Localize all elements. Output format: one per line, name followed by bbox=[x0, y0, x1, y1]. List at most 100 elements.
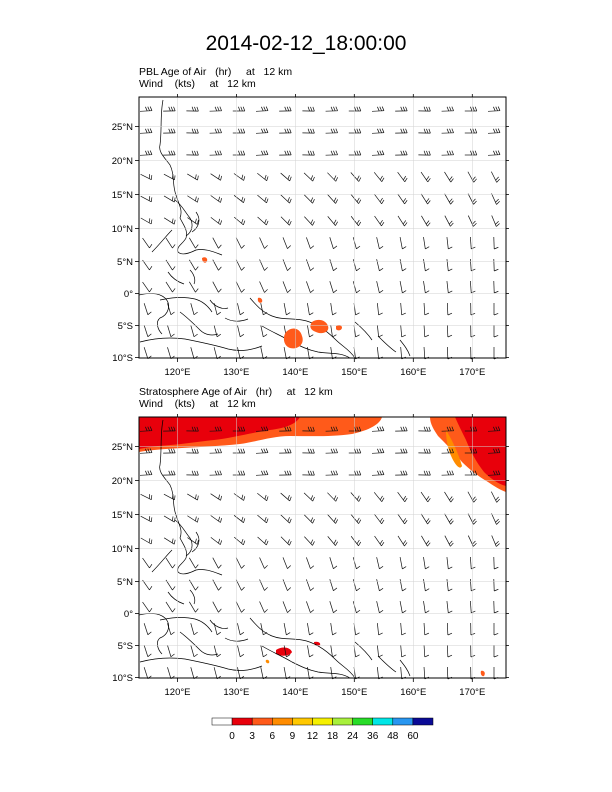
wind-barb bbox=[348, 150, 362, 156]
wind-barb bbox=[163, 128, 176, 134]
wind-barb bbox=[209, 128, 222, 134]
wind-barb bbox=[303, 172, 315, 182]
colorbar-segment bbox=[392, 717, 414, 726]
wind-barb bbox=[470, 258, 476, 272]
wind-barb bbox=[327, 514, 338, 524]
wind-barb bbox=[444, 215, 454, 227]
wind-barb bbox=[446, 258, 453, 272]
wind-barb bbox=[190, 303, 198, 316]
lon-tick-label: 160°E bbox=[400, 687, 426, 698]
wind-barb bbox=[470, 302, 476, 316]
wind-barb bbox=[352, 281, 361, 294]
lat-tick-label: 10°N bbox=[112, 544, 133, 555]
wind-barb bbox=[377, 346, 383, 360]
lon-tick-label: 170°E bbox=[459, 367, 485, 378]
wind-barb bbox=[493, 600, 499, 614]
wind-barb bbox=[352, 579, 361, 592]
wind-barb bbox=[187, 217, 199, 225]
wind-barb bbox=[325, 106, 338, 112]
wind-barb bbox=[255, 128, 269, 134]
wind-barb bbox=[165, 557, 176, 569]
wind-barb bbox=[441, 128, 454, 134]
wind-barb bbox=[491, 193, 500, 205]
lat-tick-label: 10°S bbox=[112, 673, 133, 684]
wind-barb bbox=[237, 645, 245, 658]
wind-barb bbox=[464, 150, 478, 156]
wind-barb bbox=[418, 426, 431, 432]
lat-tick-label: 25°N bbox=[112, 442, 133, 453]
wind-barb bbox=[165, 601, 176, 613]
wind-barb bbox=[423, 237, 430, 250]
wind-barb bbox=[167, 623, 175, 636]
wind-barb bbox=[259, 557, 268, 569]
wind-barb bbox=[257, 216, 269, 226]
wind-barb bbox=[350, 514, 362, 524]
wind-barb bbox=[371, 150, 385, 156]
wind-barb bbox=[279, 470, 292, 476]
wind-barb bbox=[446, 622, 453, 636]
wind-barb bbox=[446, 556, 453, 570]
wind-barb bbox=[377, 324, 383, 338]
wind-barb bbox=[470, 324, 476, 338]
wind-barb bbox=[330, 667, 337, 680]
wind-barb bbox=[257, 492, 269, 502]
wind-barb bbox=[189, 259, 199, 271]
wind-barb bbox=[325, 470, 338, 476]
wind-barb bbox=[139, 150, 153, 156]
wind-barb bbox=[140, 217, 153, 225]
wind-barb bbox=[400, 666, 406, 680]
lon-tick-label: 130°E bbox=[223, 367, 249, 378]
wind-barb bbox=[143, 325, 152, 337]
colorbar-segment bbox=[251, 717, 273, 726]
strat-patch-northeast-core bbox=[455, 417, 506, 486]
wind-barb bbox=[187, 195, 199, 203]
wind-barb bbox=[441, 106, 454, 112]
wind-barb bbox=[399, 259, 407, 272]
wind-barb bbox=[423, 281, 430, 294]
wind-barb bbox=[209, 150, 222, 156]
lat-tick-label: 0° bbox=[124, 289, 133, 300]
wind-barb bbox=[371, 448, 385, 454]
wind-barb bbox=[397, 193, 408, 205]
wind-barb bbox=[421, 535, 431, 547]
wind-barb bbox=[397, 513, 408, 525]
wind-barb bbox=[163, 470, 176, 476]
wind-barb bbox=[329, 237, 338, 250]
wind-barb bbox=[470, 346, 476, 360]
colorbar-segment bbox=[312, 717, 333, 726]
wind-barb bbox=[260, 667, 268, 680]
wind-barb bbox=[395, 448, 408, 454]
wind-barb bbox=[232, 128, 246, 134]
wind-barb bbox=[163, 150, 176, 156]
colorbar-label: 9 bbox=[290, 731, 296, 742]
lon-tick-label: 120°E bbox=[165, 687, 191, 698]
wind-barb bbox=[327, 492, 338, 502]
wind-barb bbox=[210, 217, 222, 225]
wind-barb bbox=[397, 535, 408, 547]
wind-barb bbox=[190, 667, 198, 680]
wind-barb bbox=[327, 536, 338, 546]
wind-barb bbox=[353, 347, 360, 360]
wind-barb bbox=[210, 537, 222, 545]
wind-barb bbox=[279, 448, 292, 454]
strat-patch-south bbox=[480, 670, 485, 677]
graticule bbox=[139, 417, 506, 678]
map-frame bbox=[138, 96, 507, 359]
pbl-patch bbox=[202, 257, 208, 263]
wind-barb bbox=[467, 535, 477, 547]
lat-tick-label: 5°S bbox=[118, 321, 133, 332]
wind-barb bbox=[306, 557, 315, 569]
wind-barb bbox=[142, 601, 153, 613]
wind-barb bbox=[352, 259, 361, 272]
strat-patch-north-core bbox=[139, 417, 300, 449]
wind-barb bbox=[418, 128, 431, 134]
wind-barb bbox=[446, 644, 453, 658]
lon-tick-label: 150°E bbox=[341, 367, 367, 378]
wind-barb bbox=[232, 470, 246, 476]
lat-tick-label: 5°S bbox=[118, 641, 133, 652]
wind-barb bbox=[493, 258, 499, 272]
panel2-title-line1: Stratosphere Age of Air (hr) at 12 km bbox=[139, 386, 333, 398]
wind-barb bbox=[423, 622, 430, 636]
wind-barb bbox=[423, 557, 430, 570]
colorbar-label: 6 bbox=[269, 731, 275, 742]
